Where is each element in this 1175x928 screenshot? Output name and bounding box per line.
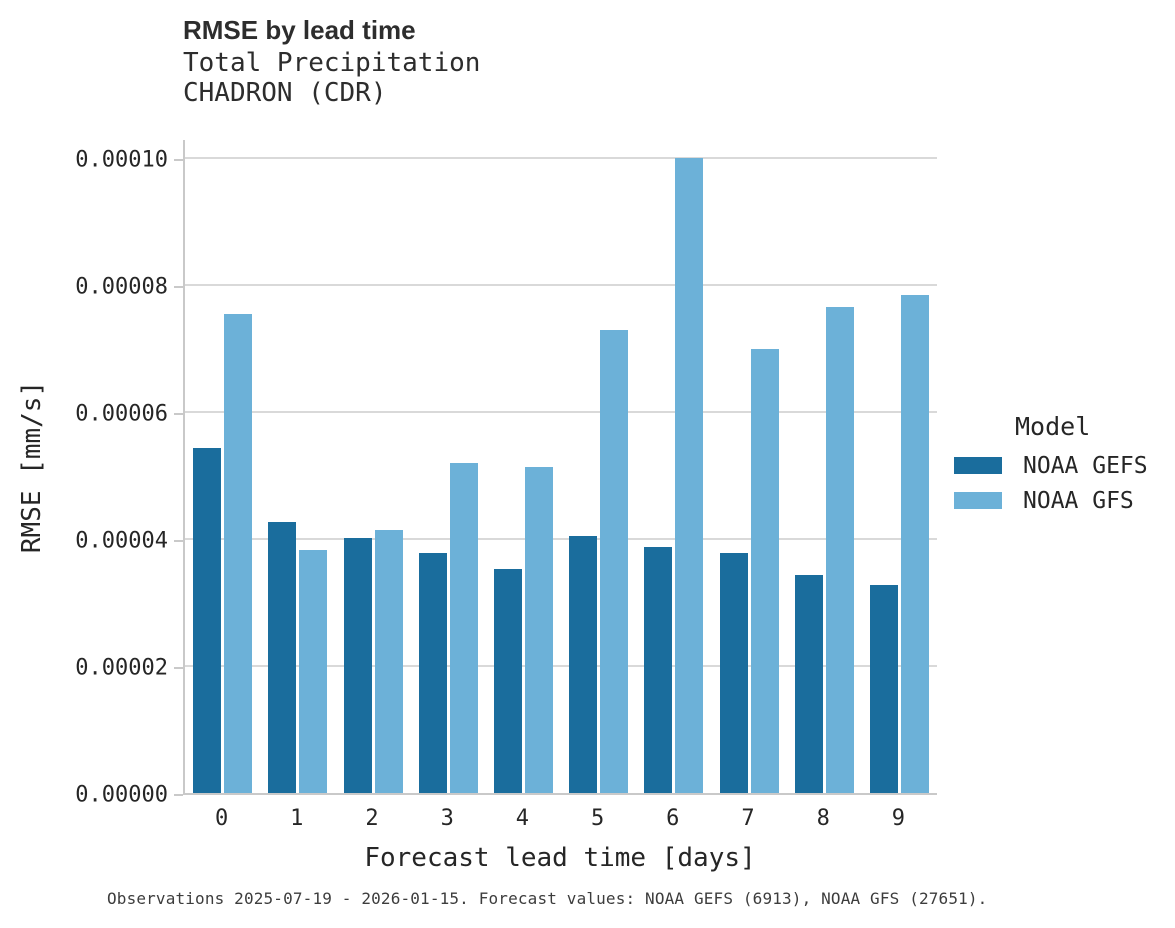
y-tick-label: 0.00000 <box>75 782 168 808</box>
bar-noaa-gfs-lead-5 <box>600 330 629 793</box>
bar-noaa-gefs-lead-5 <box>569 535 598 793</box>
legend-title: Model <box>1015 412 1091 441</box>
bar-noaa-gfs-lead-8 <box>825 306 854 793</box>
x-tick-label: 9 <box>891 806 906 831</box>
legend-label: NOAA GFS <box>1023 487 1134 514</box>
bar-noaa-gefs-lead-0 <box>193 448 222 793</box>
bar-noaa-gefs-lead-7 <box>719 552 748 793</box>
x-tick-label: 5 <box>590 806 605 831</box>
y-tick-mark <box>174 667 183 669</box>
subtitle-line-station: CHADRON (CDR) <box>183 78 387 108</box>
legend-label: NOAA GEFS <box>1023 452 1148 479</box>
legend-swatch-noaa-gefs <box>954 457 1002 474</box>
y-tick-label: 0.00002 <box>75 655 168 681</box>
bar-noaa-gefs-lead-4 <box>493 568 522 793</box>
y-tick-mark <box>174 540 183 542</box>
gridline <box>185 284 937 286</box>
y-tick-mark <box>174 286 183 288</box>
y-tick-label: 0.00006 <box>75 401 168 427</box>
bar-noaa-gfs-lead-9 <box>900 295 929 793</box>
legend-swatch-noaa-gfs <box>954 492 1002 509</box>
bar-noaa-gefs-lead-3 <box>418 552 447 793</box>
bar-noaa-gfs-lead-1 <box>299 550 328 793</box>
x-tick-label: 2 <box>365 806 379 831</box>
y-tick-mark <box>174 413 183 415</box>
bar-noaa-gefs-lead-8 <box>794 575 823 793</box>
plot-area <box>183 140 937 795</box>
x-tick-label: 4 <box>515 806 530 831</box>
chart-title: RMSE by lead time <box>183 15 416 45</box>
y-tick-label: 0.00008 <box>75 274 168 300</box>
bar-noaa-gefs-lead-6 <box>644 546 673 793</box>
x-tick-label: 1 <box>290 806 304 831</box>
bar-noaa-gfs-lead-7 <box>750 348 779 793</box>
bar-noaa-gfs-lead-3 <box>449 462 478 793</box>
bar-noaa-gefs-lead-9 <box>869 584 898 793</box>
x-tick-label: 7 <box>741 806 755 831</box>
gridline <box>185 411 937 413</box>
gridline <box>185 538 937 540</box>
y-tick-mark <box>174 794 183 796</box>
chart-subtitle: Total Precipitation CHADRON (CDR) <box>183 48 480 108</box>
legend-item-noaa-gefs: NOAA GEFS <box>954 448 1148 483</box>
x-tick-label: 0 <box>214 806 229 831</box>
x-axis-title: Forecast lead time [days] <box>364 843 756 873</box>
bar-noaa-gfs-lead-4 <box>524 466 553 793</box>
x-tick-label: 6 <box>666 806 680 831</box>
legend-item-noaa-gfs: NOAA GFS <box>954 483 1148 518</box>
bar-noaa-gfs-lead-6 <box>675 158 704 793</box>
x-tick-label: 8 <box>816 806 830 831</box>
x-tick-label: 3 <box>440 806 454 831</box>
gridline <box>185 665 937 667</box>
y-tick-mark <box>174 159 183 161</box>
bar-noaa-gefs-lead-1 <box>268 521 297 793</box>
gridline <box>185 157 937 159</box>
caption: Observations 2025-07-19 - 2026-01-15. Fo… <box>107 889 988 908</box>
bar-noaa-gefs-lead-2 <box>343 537 372 793</box>
y-tick-label: 0.00010 <box>75 147 168 173</box>
y-tick-label: 0.00004 <box>75 528 168 554</box>
subtitle-line-variable: Total Precipitation <box>183 48 481 78</box>
legend: NOAA GEFS NOAA GFS <box>954 448 1148 518</box>
bar-noaa-gfs-lead-0 <box>224 313 253 793</box>
bar-noaa-gfs-lead-2 <box>374 530 403 793</box>
